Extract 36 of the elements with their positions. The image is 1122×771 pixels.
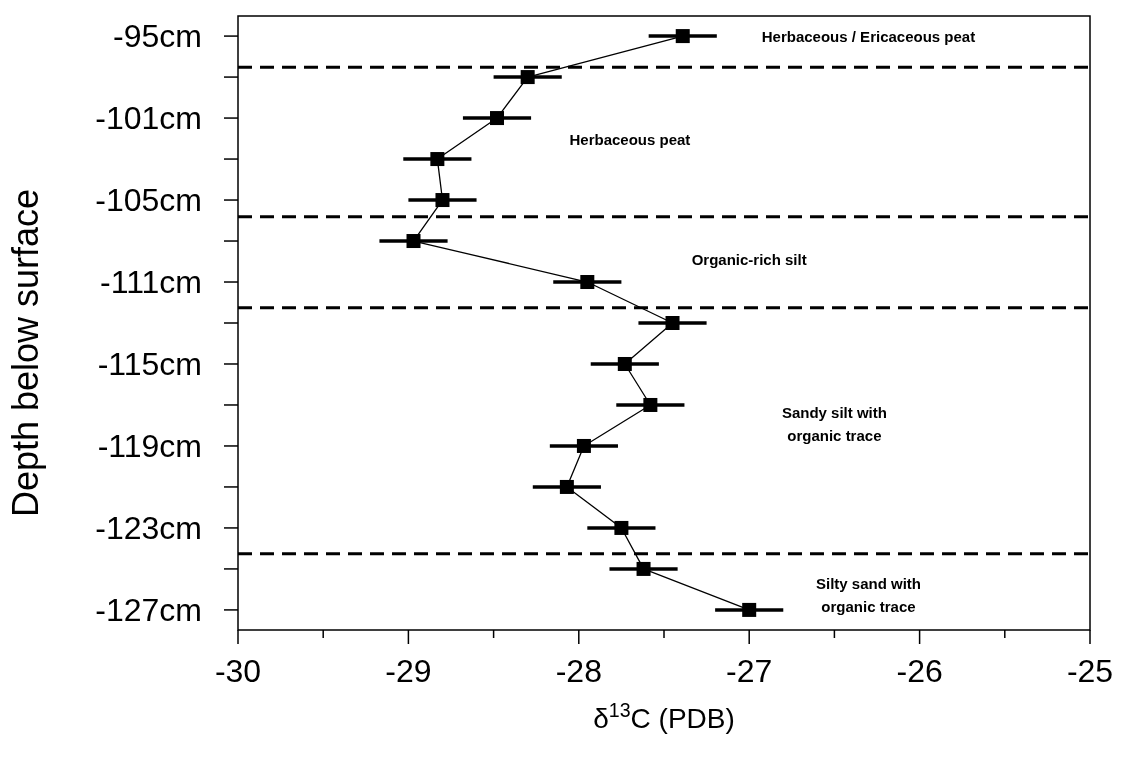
point	[576, 438, 591, 453]
x-tick-label: -28	[555, 653, 602, 689]
annotation: Herbaceous peat	[569, 130, 691, 148]
y-tick-label: -95cm	[113, 18, 202, 55]
point	[675, 29, 690, 44]
annotation: Organic-rich silt	[691, 250, 807, 268]
x-tick-label: -26	[896, 653, 943, 689]
y-tick-label: -127cm	[95, 591, 202, 628]
point	[406, 234, 421, 249]
point	[430, 152, 445, 167]
annotation: Sandy silt with organic trace	[781, 403, 887, 444]
x-tick-label: -29	[385, 653, 432, 689]
point	[559, 479, 574, 494]
point	[636, 561, 651, 576]
annotation: Herbaceous / Ericaceous peat	[761, 27, 976, 45]
point	[520, 70, 535, 85]
x-axis-title: δ$^{13}$C (PDB)	[593, 699, 735, 734]
annotation: Silty sand with organic trace	[815, 574, 921, 615]
y-tick-label: -101cm	[95, 100, 202, 137]
y-tick-label: -119cm	[97, 427, 202, 464]
point	[490, 111, 505, 126]
point	[580, 275, 595, 290]
y-axis-title: Depth below surface	[5, 188, 46, 518]
point	[742, 602, 757, 617]
point	[665, 316, 680, 330]
point	[614, 520, 629, 535]
y-tick-label: -105cm	[95, 182, 202, 219]
y-tick-label: -115cm	[97, 345, 202, 382]
x-tick-label: -25	[1066, 653, 1114, 689]
x-tick-label: -30	[214, 653, 262, 689]
x-tick-label: -27	[726, 653, 773, 689]
y-tick-label: -123cm	[95, 509, 202, 546]
y-tick-label: -111cm	[100, 264, 202, 301]
point	[435, 193, 450, 208]
point	[617, 356, 632, 371]
point	[643, 397, 658, 412]
